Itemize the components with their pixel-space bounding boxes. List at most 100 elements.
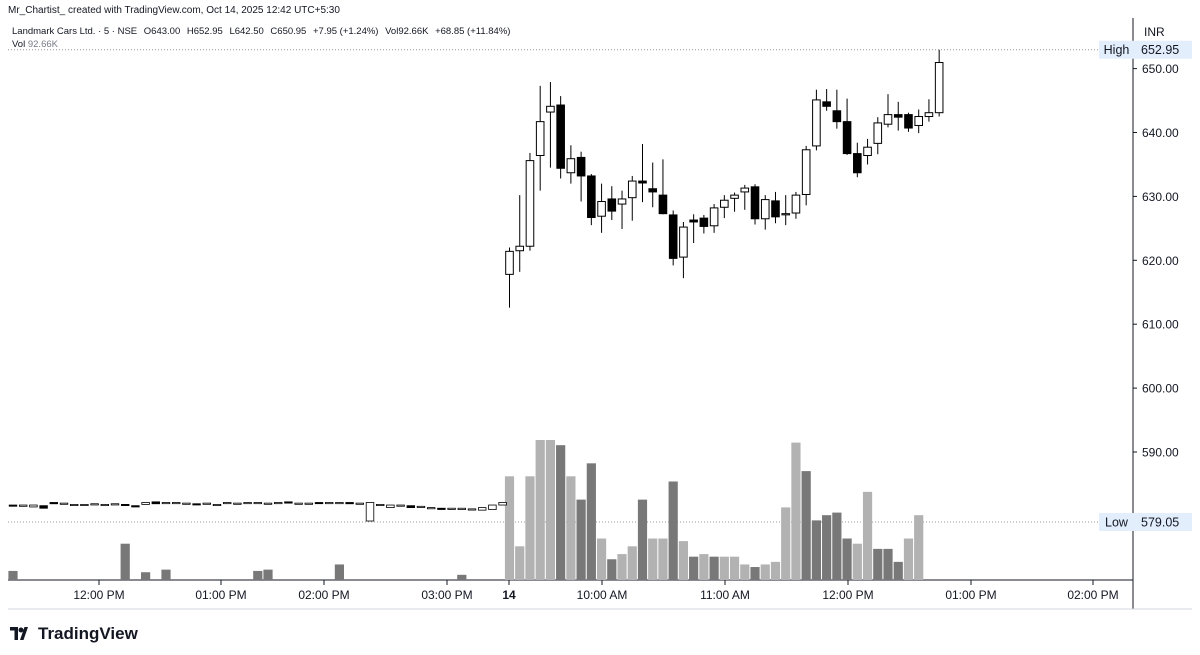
candlesticks: [8, 49, 944, 522]
volume-bar: [556, 445, 566, 580]
low-value: L642.50: [229, 26, 264, 37]
volume-bar: [658, 538, 668, 580]
candle-body: [832, 110, 842, 123]
tick-12pm: 12:00 PM: [73, 588, 124, 602]
volume-bar: [822, 515, 832, 580]
volume-bar: [832, 512, 842, 580]
volume-bar: [914, 515, 924, 580]
candle-prev-day: [457, 507, 466, 510]
tick-01pm: 01:00 PM: [195, 588, 246, 602]
price-tick-label: 620.00: [1142, 254, 1179, 268]
volume-legend: Vol 92.66K: [12, 39, 58, 50]
tradingview-logo[interactable]: TradingView: [10, 624, 138, 644]
candle-body: [597, 201, 606, 217]
volume-bar: [770, 561, 781, 580]
candle-body: [525, 160, 535, 247]
candle-body: [760, 199, 770, 220]
candle-body: [617, 198, 627, 205]
volume-bar: [729, 556, 740, 580]
symbol-legend: Landmark Cars Ltd. · 5 · NSE O643.00 H65…: [12, 26, 514, 37]
candle-body: [689, 219, 698, 223]
volume-bar: [689, 556, 699, 580]
candle-prev-day: [131, 505, 140, 508]
candle-prev-day: [59, 502, 69, 505]
candle-body: [740, 187, 750, 193]
candle-body: [709, 207, 719, 227]
candle-prev-day: [161, 502, 171, 505]
candle-prev-day: [90, 503, 99, 506]
volume-bar: [862, 491, 873, 580]
candle-body: [658, 194, 668, 215]
volume-bar: [586, 463, 596, 580]
tick-11am: 11:00 AM: [700, 588, 750, 602]
open-value: O643.00: [143, 26, 181, 37]
candle-body: [668, 214, 678, 259]
candle-body: [791, 194, 801, 214]
candle-body: [556, 104, 565, 169]
candle-prev-day: [18, 504, 28, 507]
volume-bar: [740, 564, 750, 580]
volume-bar: [760, 564, 770, 580]
volume-bar: [617, 554, 627, 580]
tick-day-14: 14: [502, 588, 516, 602]
candle-prev-day: [171, 502, 181, 505]
candle-body: [679, 226, 688, 258]
chart-attribution: Mr_Chartist_ created with TradingView.co…: [8, 5, 340, 16]
candle-prev-day: [273, 502, 283, 505]
candle-body: [781, 213, 791, 216]
candle-prev-day: [304, 502, 313, 505]
low-label-tag: [1099, 512, 1134, 531]
candle-body: [720, 199, 729, 208]
candle-body: [822, 101, 831, 107]
tick-02pm-today: 02:00 PM: [1067, 588, 1118, 602]
candle-prev-day: [294, 502, 303, 505]
tick-03pm: 03:00 PM: [421, 588, 472, 602]
volume-bar: [637, 499, 648, 580]
volume-bar-prev-day: [8, 570, 18, 580]
high-label-tag: [1099, 40, 1134, 59]
symbol-name[interactable]: Landmark Cars Ltd. · 5 · NSE: [12, 26, 138, 37]
candle-body: [801, 149, 811, 195]
volume-bar: [607, 559, 617, 580]
volume-bar: [903, 538, 914, 580]
volume-bar-prev-day: [457, 574, 467, 580]
high-value: H652.95: [186, 26, 223, 37]
candle-prev-day: [335, 502, 344, 505]
volume-bar: [504, 476, 515, 580]
candle-prev-day: [121, 503, 130, 506]
currency-label: INR: [1144, 25, 1165, 39]
candle-body: [699, 217, 709, 227]
candle-prev-day: [222, 502, 232, 505]
volume-change-value: +68.85 (+11.84%): [435, 26, 511, 37]
price-tick-label: 640.00: [1142, 126, 1179, 140]
volume-bar: [852, 543, 862, 580]
price-tick-label: 590.00: [1142, 446, 1179, 460]
candle-prev-day: [426, 507, 436, 510]
candle-body: [505, 250, 514, 275]
volume-bar: [699, 554, 709, 580]
volume-bar: [566, 476, 576, 580]
volume-bar: [576, 499, 586, 580]
candle-prev-day: [141, 502, 150, 505]
candle-body: [914, 116, 924, 126]
high-value-tag: [1134, 40, 1192, 59]
price-tick-label: 610.00: [1142, 318, 1179, 332]
candle-prev-day: [151, 501, 160, 505]
volume-bar-prev-day: [334, 564, 344, 580]
candle-body: [535, 121, 545, 157]
volume-bars: [8, 440, 924, 580]
candle-body: [863, 146, 872, 157]
candle-body: [515, 245, 525, 252]
high-label-text: High: [1104, 43, 1130, 57]
candle-prev-day: [212, 503, 222, 506]
high-value-text: 652.95: [1141, 43, 1179, 57]
candle-body: [730, 194, 739, 199]
candle-body: [873, 122, 883, 144]
tick-10am: 10:00 AM: [577, 588, 628, 602]
candle-prev-day: [314, 502, 324, 505]
volume-bar: [515, 546, 525, 580]
candle-prev-day: [284, 501, 293, 504]
candle-body: [904, 114, 913, 129]
tradingview-brand: TradingView: [38, 624, 138, 643]
